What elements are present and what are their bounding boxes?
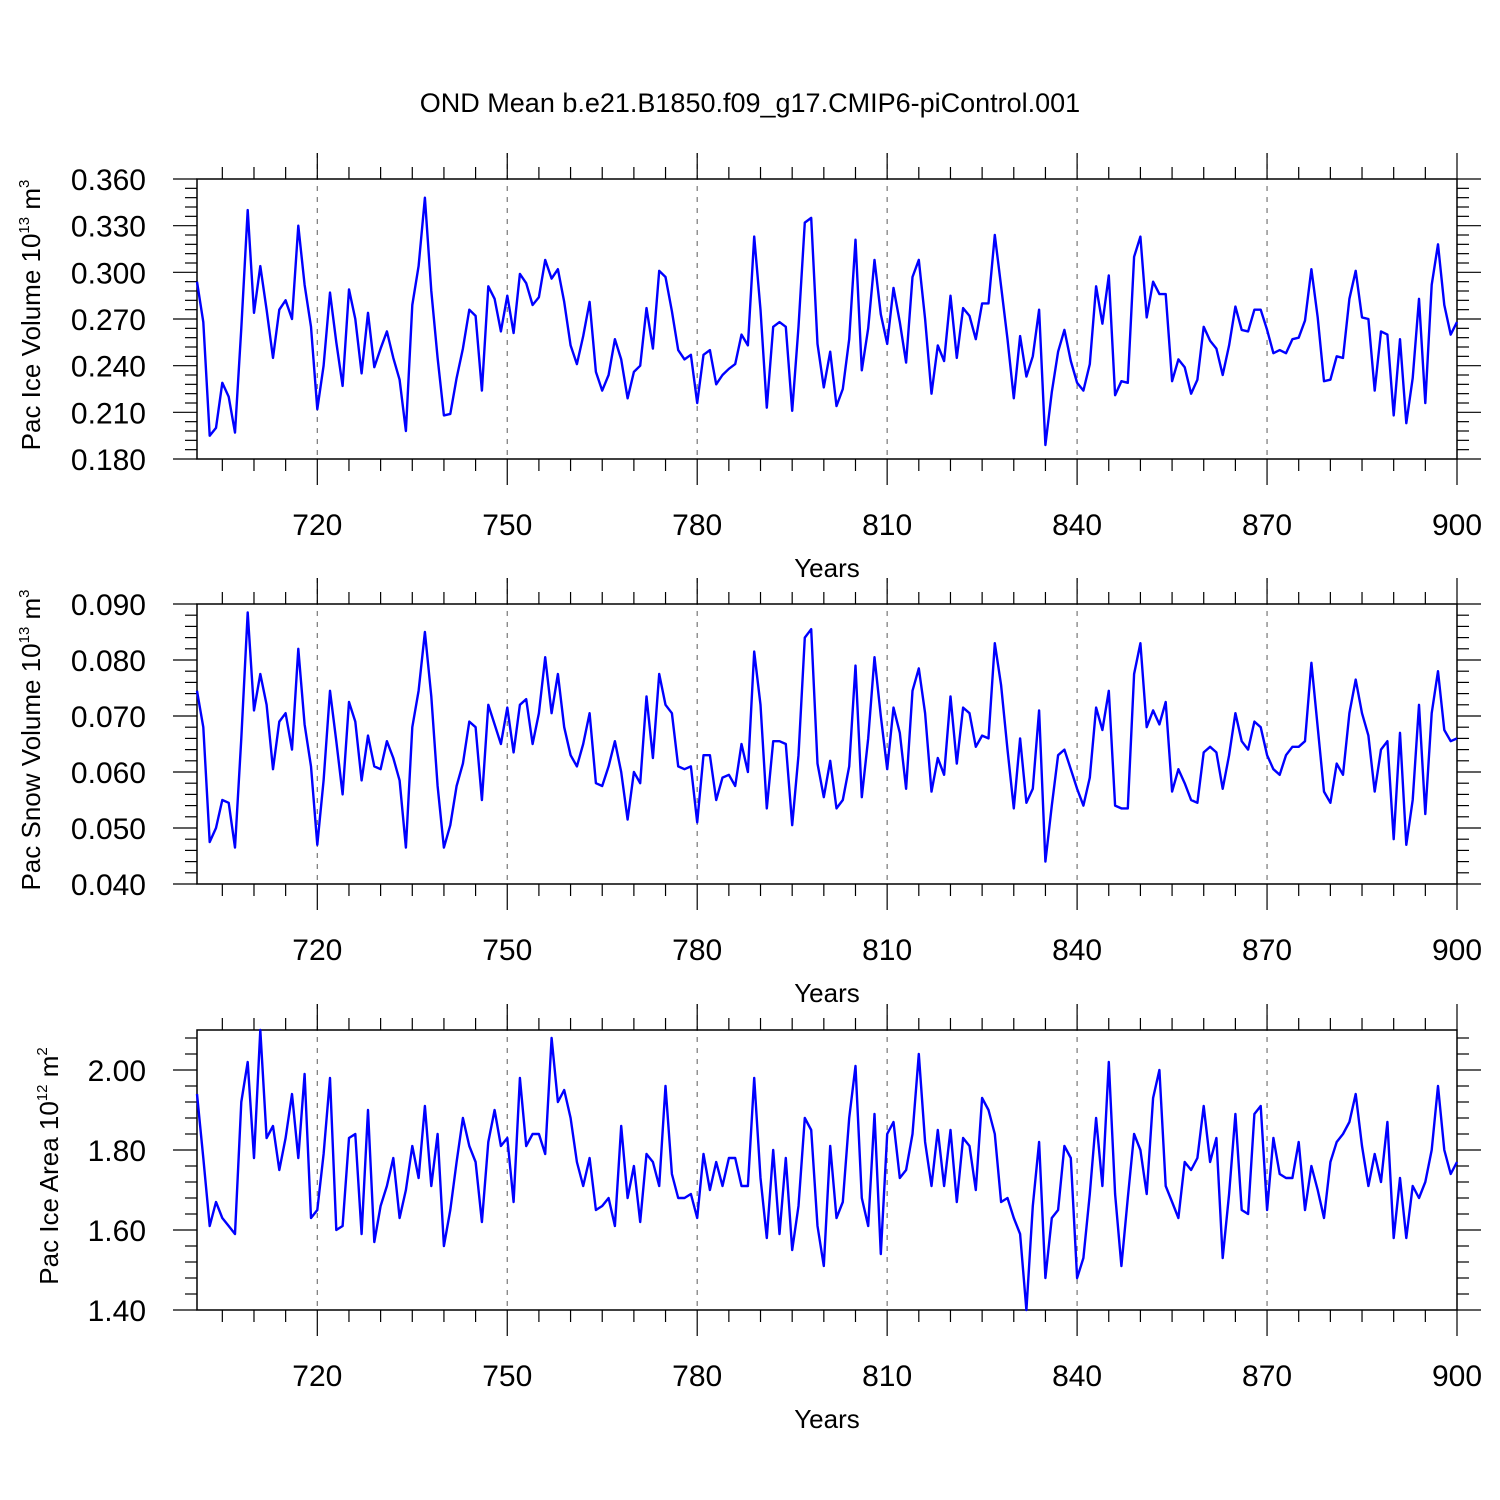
y-label-text: Pac Ice Area 10 <box>34 1101 64 1285</box>
y-label-exponent: 12 <box>34 1084 51 1101</box>
y-tick-label: 0.060 <box>71 757 146 790</box>
x-tick-label: 810 <box>862 934 912 967</box>
y-label-text: Pac Ice Volume 10 <box>16 234 46 451</box>
x-tick-label: 780 <box>672 934 722 967</box>
plot-frame <box>196 178 1458 460</box>
y-tick-label: 0.300 <box>71 257 146 290</box>
panel-snow-volume: 0.090 0.080 0.070 0.060 0.050 0.040 720 750 780 8… <box>16 578 1482 1008</box>
y-tick-label: 2.00 <box>88 1055 146 1088</box>
x-tick-label: 870 <box>1242 1360 1292 1393</box>
y-label-exponent: 13 <box>16 627 33 644</box>
y-label-unit-exponent: 3 <box>16 180 33 188</box>
y-tick-label: 1.60 <box>88 1215 146 1248</box>
y-tick-label: 0.040 <box>71 869 146 902</box>
plot-frame <box>196 603 1458 885</box>
y-axis-label: Pac Ice Volume 1013 m3 <box>16 180 46 451</box>
series-line-ice-area <box>195 1028 1459 1312</box>
panel-ice-volume: 0.360 0.330 0.300 0.270 0.240 0.210 0.180 720 75… <box>16 153 1482 583</box>
x-tick-label: 810 <box>862 1360 912 1393</box>
y-tick-label: 0.330 <box>71 211 146 244</box>
x-axis-label: Years <box>794 1404 860 1434</box>
panel-ice-area: 2.00 1.80 1.60 1.40 720 750 780 810 840 870 900 Yea… <box>34 1004 1482 1434</box>
x-tick-label: 720 <box>292 934 342 967</box>
y-tick-label: 0.180 <box>71 444 146 477</box>
x-tick-label: 900 <box>1432 934 1482 967</box>
y-tick-label: 0.090 <box>71 589 146 622</box>
series-line-ice-volume <box>195 196 1459 447</box>
y-label-unit: m <box>16 598 46 627</box>
x-tick-label: 900 <box>1432 1360 1482 1393</box>
y-tick-label: 0.070 <box>71 701 146 734</box>
x-tick-label: 810 <box>862 509 912 542</box>
x-tick-label: 750 <box>482 934 532 967</box>
y-tick-label: 0.080 <box>71 645 146 678</box>
y-tick-label: 0.360 <box>71 164 146 197</box>
y-tick-label: 0.240 <box>71 351 146 384</box>
y-axis-label: Pac Ice Area 1012 m2 <box>34 1047 64 1284</box>
x-tick-label: 840 <box>1052 934 1102 967</box>
x-axis-label: Years <box>794 978 860 1008</box>
x-axis-label: Years <box>794 553 860 583</box>
y-label-unit-exponent: 3 <box>16 589 33 597</box>
x-tick-label: 780 <box>672 1360 722 1393</box>
y-label-text: Pac Snow Volume 10 <box>16 643 46 890</box>
x-tick-label: 840 <box>1052 509 1102 542</box>
x-tick-label: 750 <box>482 509 532 542</box>
y-label-unit-exponent: 2 <box>34 1047 51 1055</box>
x-tick-label: 870 <box>1242 934 1292 967</box>
y-label-exponent: 13 <box>16 217 33 234</box>
y-tick-label: 0.270 <box>71 304 146 337</box>
y-tick-label: 1.80 <box>88 1135 146 1168</box>
series-line-snow-volume <box>195 611 1458 863</box>
y-label-unit: m <box>16 188 46 217</box>
x-tick-label: 840 <box>1052 1360 1102 1393</box>
x-tick-label: 900 <box>1432 509 1482 542</box>
x-tick-label: 720 <box>292 509 342 542</box>
x-tick-label: 870 <box>1242 509 1292 542</box>
y-tick-label: 0.210 <box>71 397 146 430</box>
x-tick-label: 750 <box>482 1360 532 1393</box>
y-tick-label: 0.050 <box>71 813 146 846</box>
y-label-unit: m <box>34 1056 64 1085</box>
chart-title: OND Mean b.e21.B1850.f09_g17.CMIP6-piCon… <box>419 88 1081 118</box>
plot-frame <box>196 1029 1458 1311</box>
y-tick-label: 1.40 <box>88 1295 146 1328</box>
x-tick-label: 720 <box>292 1360 342 1393</box>
y-axis-label: Pac Snow Volume 1013 m3 <box>16 589 46 890</box>
x-tick-label: 780 <box>672 509 722 542</box>
